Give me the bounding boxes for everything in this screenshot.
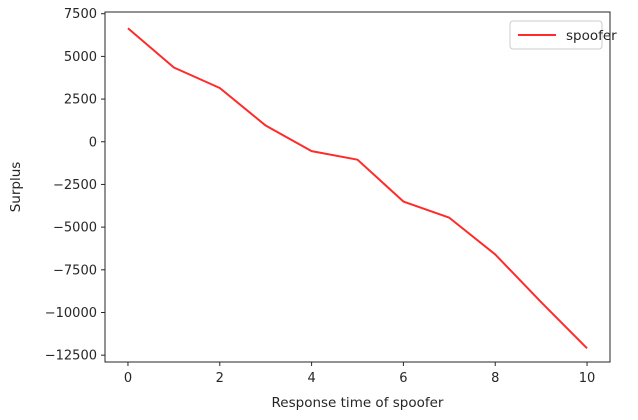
series-layer — [127, 27, 588, 350]
x-tick-label: 4 — [307, 371, 315, 386]
plot-frame — [104, 11, 611, 363]
x-tick-label: 8 — [491, 371, 499, 386]
y-tick-label: −2500 — [53, 178, 97, 193]
legend-label: spoofer — [566, 28, 617, 44]
y-tick-label: −7500 — [53, 263, 97, 278]
series-line-spoofer — [127, 27, 588, 350]
y-tick-label: −12500 — [45, 349, 97, 364]
x-axis-title: Response time of spoofer — [272, 395, 444, 411]
y-tick-label: 7500 — [64, 7, 97, 22]
x-tick-label: 2 — [216, 371, 224, 386]
x-tick-label: 0 — [124, 371, 132, 386]
y-axis-title: Surplus — [8, 162, 24, 213]
y-tick-label: 0 — [89, 135, 97, 150]
plot-area — [105, 12, 610, 362]
x-axis: 0 2 4 6 8 10 — [124, 362, 596, 386]
y-axis: 7500 5000 2500 0 −2500 −5000 −7500 −10000 −12500 — [45, 7, 105, 364]
y-tick-label: 2500 — [64, 93, 97, 108]
x-tick-label: 6 — [399, 371, 407, 386]
legend: spoofer — [509, 20, 617, 50]
y-tick-label: −5000 — [53, 221, 97, 236]
y-tick-label: −10000 — [45, 306, 97, 321]
y-tick-label: 5000 — [64, 50, 97, 65]
x-tick-label: 10 — [579, 371, 596, 386]
